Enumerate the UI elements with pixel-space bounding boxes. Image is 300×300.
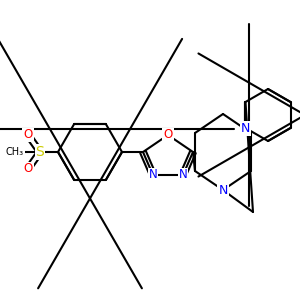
Text: N: N (218, 184, 228, 196)
Text: O: O (164, 128, 172, 142)
Text: O: O (23, 163, 33, 176)
Text: CH₃: CH₃ (6, 147, 24, 157)
Text: S: S (36, 145, 44, 159)
Text: O: O (23, 128, 33, 142)
Text: N: N (148, 169, 158, 182)
Text: N: N (178, 169, 188, 182)
Text: N: N (241, 122, 250, 134)
